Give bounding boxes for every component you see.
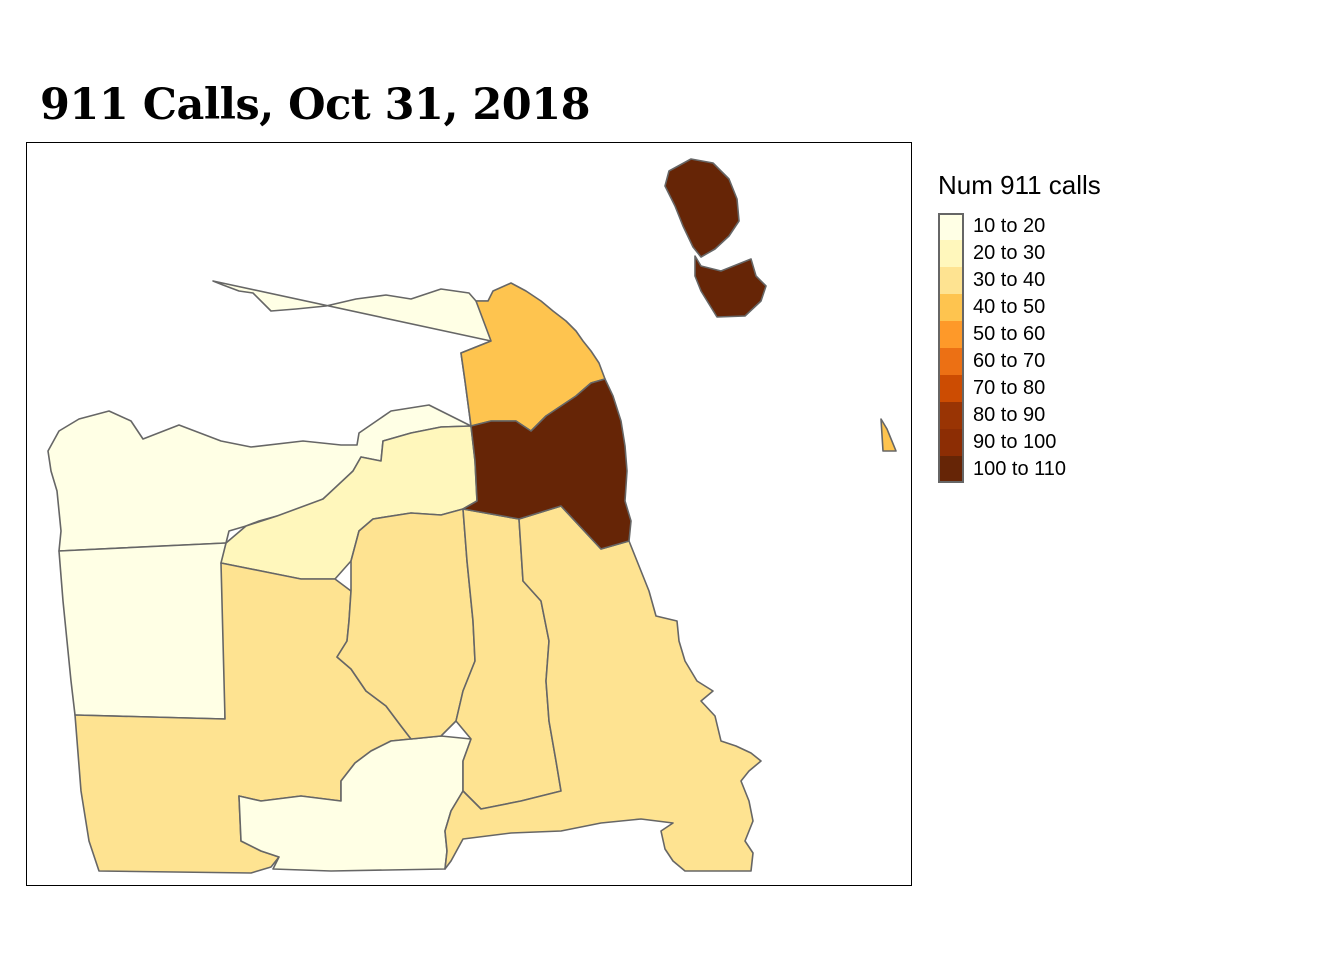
legend-item: 90 to 100 xyxy=(938,429,1101,456)
legend-swatch xyxy=(938,402,964,429)
district-map xyxy=(47,158,897,874)
legend-items: 10 to 20 20 to 30 30 to 40 40 to 50 50 to 60… xyxy=(938,213,1101,483)
legend-swatch xyxy=(938,213,964,240)
legend-title: Num 911 calls xyxy=(938,170,1101,200)
district-alcatraz xyxy=(880,418,897,452)
legend-label: 40 to 50 xyxy=(973,296,1046,318)
legend-swatch xyxy=(938,348,964,375)
district-yerba-buena xyxy=(694,255,767,318)
district-bayview xyxy=(444,505,762,872)
legend-swatch xyxy=(938,267,964,294)
legend-label: 10 to 20 xyxy=(973,215,1046,237)
legend-swatch xyxy=(938,294,964,321)
district-tenderloin-southern xyxy=(462,378,632,550)
legend-item: 40 to 50 xyxy=(938,294,1101,321)
legend-item: 60 to 70 xyxy=(938,348,1101,375)
legend-item: 10 to 20 xyxy=(938,213,1101,240)
legend-label: 20 to 30 xyxy=(973,242,1046,264)
district-mission xyxy=(336,508,476,740)
legend-label: 30 to 40 xyxy=(973,269,1046,291)
legend-label: 70 to 80 xyxy=(973,377,1046,399)
district-sunset xyxy=(58,542,227,720)
legend-item: 100 to 110 xyxy=(938,456,1101,483)
legend-swatch xyxy=(938,375,964,402)
legend-swatch xyxy=(938,240,964,267)
map-title: 911 Calls, Oct 31, 2018 xyxy=(40,80,591,130)
legend: Num 911 calls 10 to 20 20 to 30 30 to 40 40… xyxy=(938,170,1101,483)
legend-label: 80 to 90 xyxy=(973,404,1046,426)
legend-item: 70 to 80 xyxy=(938,375,1101,402)
legend-item: 80 to 90 xyxy=(938,402,1101,429)
legend-label: 100 to 110 xyxy=(973,458,1067,480)
legend-item: 30 to 40 xyxy=(938,267,1101,294)
legend-item: 20 to 30 xyxy=(938,240,1101,267)
legend-label: 50 to 60 xyxy=(973,323,1046,345)
district-treasure-island xyxy=(664,158,740,258)
legend-swatch xyxy=(938,429,964,456)
legend-swatch xyxy=(938,321,964,348)
legend-label: 60 to 70 xyxy=(973,350,1046,372)
legend-label: 90 to 100 xyxy=(973,431,1057,453)
map-panel xyxy=(26,142,912,886)
legend-swatch xyxy=(938,456,964,483)
legend-item: 50 to 60 xyxy=(938,321,1101,348)
